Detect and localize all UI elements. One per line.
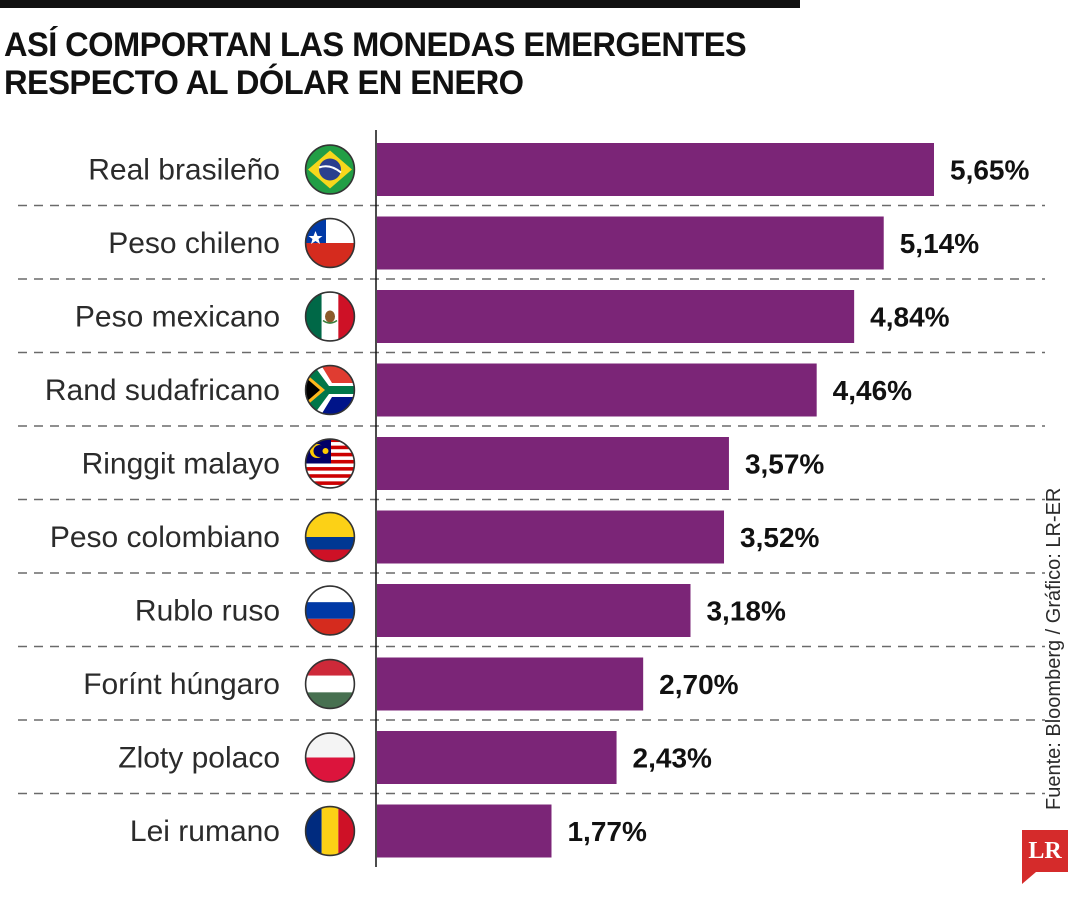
value-label: 2,43%	[633, 743, 712, 774]
mexico-flag-icon	[304, 291, 356, 342]
bar	[377, 437, 729, 490]
chart-title-line-1: ASÍ COMPORTAN LAS MONEDAS EMERGENTES	[4, 26, 747, 64]
value-label: 3,57%	[745, 449, 824, 480]
value-label: 3,18%	[706, 596, 785, 627]
bar	[377, 657, 644, 711]
category-label: Zloty polaco	[118, 742, 280, 775]
chile-flag-icon	[304, 217, 356, 269]
value-label: 2,70%	[659, 669, 738, 700]
value-label: 4,46%	[833, 375, 912, 406]
value-label: 4,84%	[870, 302, 949, 333]
south-africa-flag-icon	[304, 364, 356, 416]
category-label: Rublo ruso	[135, 595, 280, 628]
bar	[377, 216, 884, 270]
lr-logo: LR	[1022, 830, 1068, 884]
malaysia-flag-icon	[304, 438, 356, 489]
chart-title-line-2: RESPECTO AL DÓLAR EN ENERO	[4, 64, 524, 102]
bar	[377, 510, 725, 564]
bar	[377, 363, 817, 417]
category-label: Lei rumano	[130, 815, 280, 848]
russia-flag-icon	[304, 585, 356, 636]
bar	[377, 584, 691, 637]
category-label: Rand sudafricano	[45, 374, 280, 407]
romania-flag-icon	[304, 805, 356, 857]
bar	[377, 290, 855, 343]
category-label: Forínt húngaro	[83, 668, 280, 701]
chart-title: ASÍ COMPORTAN LAS MONEDAS EMERGENTES RES…	[4, 26, 791, 102]
bar	[377, 143, 934, 196]
bar	[377, 804, 552, 858]
category-label: Ringgit malayo	[82, 448, 280, 481]
value-label: 3,52%	[740, 522, 819, 553]
hungary-flag-icon	[304, 658, 356, 710]
value-label: 1,77%	[567, 816, 646, 847]
category-label: Peso chileno	[108, 227, 280, 260]
source-note: Fuente: Bloomberg / Gráfico: LR-ER	[1043, 487, 1065, 810]
brazil-flag-icon	[304, 144, 356, 195]
bar	[377, 731, 617, 784]
category-label: Peso colombiano	[50, 521, 280, 554]
colombia-flag-icon	[304, 511, 356, 563]
top-rule	[0, 0, 800, 8]
category-label: Peso mexicano	[75, 301, 280, 334]
value-label: 5,65%	[950, 155, 1029, 186]
poland-flag-icon	[304, 732, 356, 783]
value-label: 5,14%	[900, 228, 979, 259]
category-label: Real brasileño	[88, 154, 280, 187]
